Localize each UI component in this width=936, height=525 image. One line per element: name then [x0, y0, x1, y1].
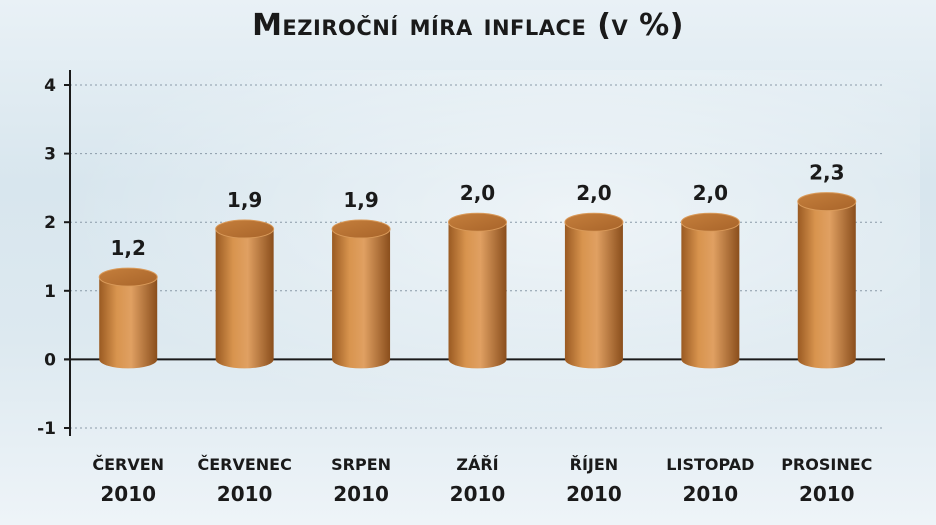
data-label: 2,0 [576, 181, 611, 205]
y-tick-labels: -1 0 1 2 3 4 [37, 76, 56, 439]
chart-title: Meziroční míra inflace (v %) [252, 8, 684, 43]
y-tick-label: 1 [44, 282, 56, 302]
category-labels: ČERVEN 2010 ČERVENEC 2010 SRPEN 2010 ZÁŘÍ 2010 Ř… [92, 455, 872, 506]
data-label: 2,3 [809, 161, 844, 185]
data-label: 1,2 [110, 236, 145, 260]
bar [98, 267, 158, 369]
bar [564, 212, 624, 369]
bar [448, 212, 507, 369]
data-label: 1,9 [227, 188, 262, 212]
bar [215, 219, 275, 369]
x-tick-label-year: 2010 [100, 482, 156, 506]
data-label: 1,9 [343, 188, 378, 212]
x-tick-label-year: 2010 [799, 482, 855, 506]
bar [680, 212, 740, 369]
y-tick-label: -1 [37, 419, 56, 439]
x-tick-label-year: 2010 [566, 482, 622, 506]
data-labels: 1,2 1,9 1,9 2,0 2,0 2,0 2,3 [110, 161, 844, 260]
x-tick-label-year: 2010 [333, 482, 389, 506]
x-tick-label-month: PROSINEC [781, 455, 872, 474]
x-tick-label-year: 2010 [683, 482, 739, 506]
y-tick-label: 4 [44, 76, 56, 96]
data-label: 2,0 [460, 181, 495, 205]
x-tick-label-year: 2010 [217, 482, 273, 506]
y-tick-label: 0 [44, 350, 56, 370]
y-tick-label: 3 [44, 145, 56, 165]
x-tick-label-month: ZÁŘÍ [456, 455, 498, 474]
bar [331, 219, 391, 369]
x-tick-label-year: 2010 [450, 482, 506, 506]
x-tick-label-month: ŘÍJEN [570, 455, 619, 474]
x-tick-label-month: SRPEN [331, 455, 391, 474]
y-tick-label: 2 [44, 213, 56, 233]
gridlines [70, 84, 885, 429]
data-label: 2,0 [693, 181, 728, 205]
bar [797, 192, 857, 369]
x-tick-label-month: LISTOPAD [666, 455, 754, 474]
x-tick-label-month: ČERVENEC [197, 455, 291, 474]
x-tick-label-month: ČERVEN [92, 455, 164, 474]
bars [98, 192, 857, 369]
